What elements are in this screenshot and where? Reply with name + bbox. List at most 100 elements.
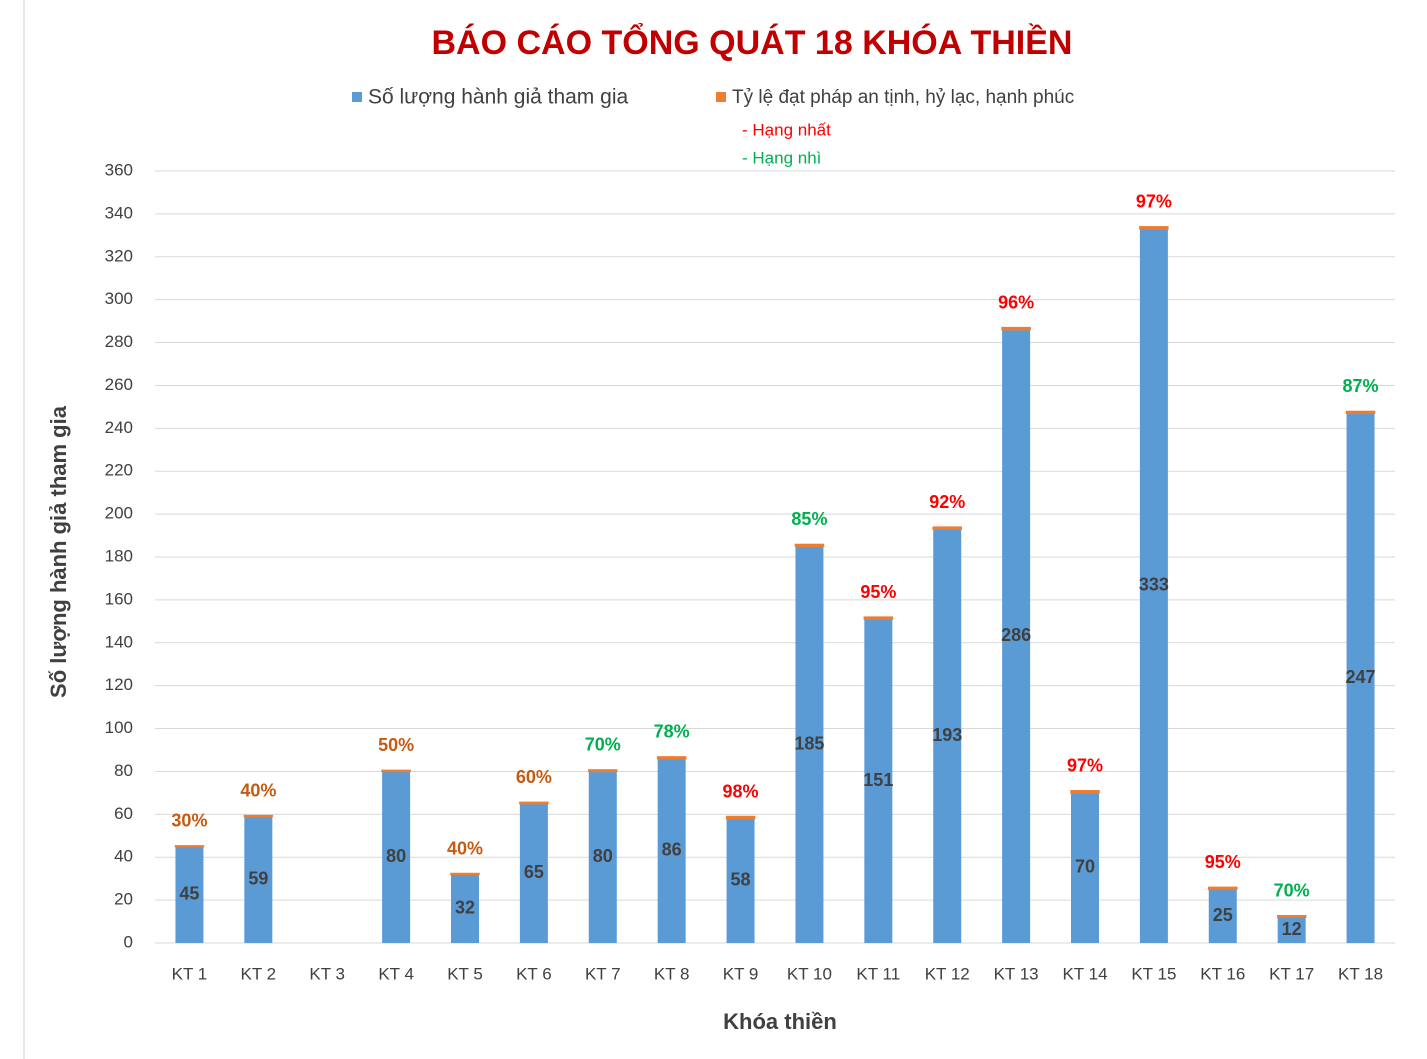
x-tick-label: KT 9 bbox=[723, 964, 759, 983]
legend-label: Số lượng hành giả tham gia bbox=[368, 86, 628, 109]
bar-segment bbox=[243, 814, 274, 818]
data-label: 86 bbox=[662, 840, 682, 860]
y-tick-label: 280 bbox=[105, 332, 133, 351]
data-label: 12 bbox=[1282, 919, 1302, 939]
data-label: 60% bbox=[516, 767, 552, 787]
bar-segment bbox=[864, 619, 893, 943]
x-tick-label: KT 14 bbox=[1062, 964, 1107, 983]
bar-segment bbox=[657, 758, 686, 943]
data-label: 286 bbox=[1001, 625, 1031, 645]
x-tick-label: KT 2 bbox=[241, 964, 277, 983]
y-tick-label: 180 bbox=[105, 546, 133, 565]
bar-segment bbox=[1208, 886, 1238, 891]
legend-label: Tỷ lệ đạt pháp an tịnh, hỷ lạc, hạnh phú… bbox=[732, 87, 1074, 108]
data-label: 32 bbox=[455, 897, 475, 917]
bar-segment bbox=[175, 846, 204, 943]
x-tick-label: KT 15 bbox=[1131, 964, 1176, 983]
x-tick-label: KT 18 bbox=[1338, 964, 1383, 983]
x-tick-label: KT 12 bbox=[925, 964, 970, 983]
y-tick-label: 160 bbox=[105, 589, 133, 608]
annotation: - Hạng nhất bbox=[742, 120, 831, 139]
bar-segment bbox=[1071, 792, 1099, 943]
bar-segment bbox=[1139, 228, 1168, 943]
x-tick-label: KT 6 bbox=[516, 964, 552, 983]
data-label: 193 bbox=[932, 725, 962, 745]
data-label: 58 bbox=[731, 870, 751, 890]
bar-segment bbox=[1001, 326, 1031, 331]
y-tick-label: 360 bbox=[105, 160, 133, 179]
bar-segment bbox=[1346, 413, 1375, 943]
annotation: - Hạng nhì bbox=[742, 148, 821, 167]
bar-segment bbox=[588, 771, 617, 943]
data-label: 70% bbox=[585, 735, 621, 755]
y-tick-label: 320 bbox=[105, 246, 133, 265]
x-tick-label: KT 3 bbox=[309, 964, 345, 983]
y-tick-label: 20 bbox=[114, 890, 133, 909]
data-label: 25 bbox=[1213, 905, 1233, 925]
x-tick-label: KT 7 bbox=[585, 964, 621, 983]
data-label: 80 bbox=[593, 846, 613, 866]
data-label: 40% bbox=[447, 838, 483, 858]
bar-segment bbox=[795, 546, 824, 943]
data-label: 87% bbox=[1343, 376, 1379, 396]
bar-segment bbox=[932, 526, 962, 530]
y-tick-label: 220 bbox=[105, 461, 133, 480]
data-label: 59 bbox=[248, 868, 268, 888]
x-tick-label: KT 16 bbox=[1200, 964, 1245, 983]
bar-segment bbox=[450, 872, 480, 876]
y-axis-title: Số lượng hành giả tham gia bbox=[46, 405, 71, 698]
chart-title: BÁO CÁO TỔNG QUÁT 18 KHÓA THIỀN bbox=[432, 24, 1073, 62]
y-tick-label: 240 bbox=[105, 418, 133, 437]
y-tick-label: 100 bbox=[105, 718, 133, 737]
data-label: 151 bbox=[863, 770, 893, 790]
data-label: 78% bbox=[654, 722, 690, 742]
bar-segment bbox=[1345, 410, 1376, 415]
data-label: 185 bbox=[794, 733, 824, 753]
bar-segment bbox=[1139, 226, 1169, 230]
x-tick-label: KT 10 bbox=[787, 964, 832, 983]
bar-segment bbox=[1070, 790, 1100, 794]
data-label: 40% bbox=[240, 780, 276, 800]
y-tick-label: 0 bbox=[124, 932, 133, 951]
bar-segment bbox=[1208, 889, 1237, 943]
data-label: 97% bbox=[1067, 756, 1103, 776]
data-label: 333 bbox=[1139, 575, 1169, 595]
bar-segment bbox=[244, 816, 273, 943]
x-tick-label: KT 1 bbox=[172, 964, 208, 983]
y-tick-label: 200 bbox=[105, 504, 133, 523]
y-tick-label: 120 bbox=[105, 675, 133, 694]
y-tick-label: 140 bbox=[105, 632, 133, 651]
bar-segment bbox=[794, 543, 825, 548]
data-label: 85% bbox=[791, 509, 827, 529]
x-axis-title: Khóa thiền bbox=[723, 1009, 837, 1034]
y-tick-label: 340 bbox=[105, 203, 133, 222]
x-tick-label: KT 11 bbox=[856, 964, 900, 983]
data-label: 30% bbox=[171, 811, 207, 831]
x-tick-label: KT 4 bbox=[378, 964, 414, 983]
data-label: 95% bbox=[860, 582, 896, 602]
data-label: 98% bbox=[723, 781, 759, 801]
data-label: 247 bbox=[1346, 667, 1376, 687]
data-label: 92% bbox=[929, 492, 965, 512]
data-label: 95% bbox=[1205, 852, 1241, 872]
bar-segment bbox=[863, 616, 894, 620]
bar-segment bbox=[1277, 917, 1306, 943]
bar-segment bbox=[519, 801, 549, 805]
data-label: 97% bbox=[1136, 192, 1172, 212]
data-label: 70 bbox=[1075, 857, 1095, 877]
data-label: 65 bbox=[524, 862, 544, 882]
data-label: 50% bbox=[378, 735, 414, 755]
data-label: 96% bbox=[998, 292, 1034, 312]
legend-swatch bbox=[352, 92, 362, 102]
legend-swatch bbox=[716, 92, 726, 102]
data-label: 80 bbox=[386, 846, 406, 866]
bar-segment bbox=[933, 529, 962, 943]
bar-segment bbox=[726, 818, 755, 943]
bar-segment bbox=[725, 815, 756, 820]
x-tick-label: KT 13 bbox=[994, 964, 1039, 983]
y-tick-label: 60 bbox=[114, 804, 133, 823]
bar-segment bbox=[381, 769, 411, 773]
bar-segment bbox=[656, 756, 687, 760]
x-tick-label: KT 8 bbox=[654, 964, 690, 983]
